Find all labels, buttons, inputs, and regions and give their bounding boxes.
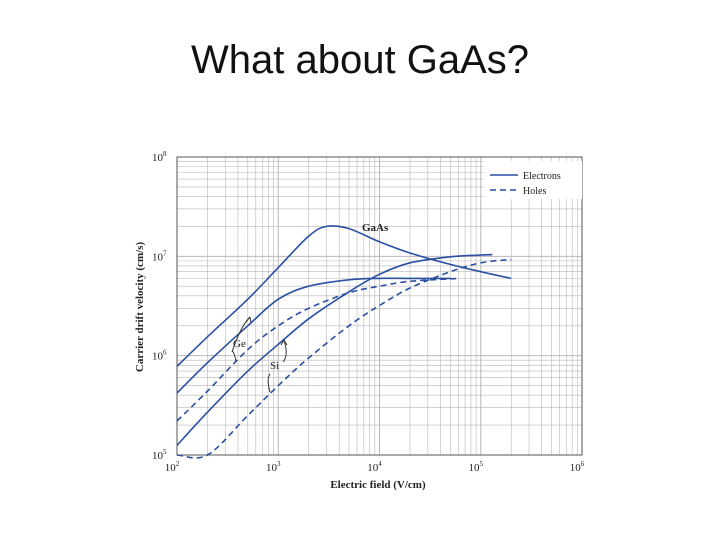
x-tick-label: 105 [469, 460, 484, 474]
axis-ticks: 102 103 104 105 106 105 106 107 108 [152, 150, 585, 474]
series-ge-holes [176, 277, 459, 422]
si-bracket-arrow [267, 339, 287, 393]
y-axis-label: Carrier drift velocity (cm/s) [134, 242, 146, 373]
plot-frame [176, 156, 583, 456]
y-tick-label: 106 [152, 349, 167, 363]
y-tick-label: 105 [152, 448, 167, 462]
annotation-si: Si [270, 360, 279, 372]
series-ge-electrons [176, 277, 451, 394]
y-tick-label: 107 [152, 249, 167, 263]
ge-arrow-head-top [245, 316, 252, 324]
series-si-electrons [176, 253, 493, 446]
grid-lines [177, 157, 582, 455]
annotations-group: GaAs Ge Si [231, 222, 389, 393]
si-arrow-head-top [280, 339, 288, 346]
slide-title: What about GaAs? [191, 38, 529, 82]
legend-label-holes: Holes [523, 186, 546, 197]
legend-box [484, 161, 582, 199]
x-tick-label: 106 [570, 460, 585, 474]
legend-label-electrons: Electrons [523, 171, 561, 182]
chart-legend: Electrons Holes [484, 161, 582, 199]
annotation-gaas: GaAs [362, 222, 389, 234]
series-group [176, 225, 512, 459]
y-tick-label: 108 [152, 150, 167, 164]
x-axis-label: Electric field (V/cm) [330, 479, 426, 491]
series-si-holes [176, 258, 512, 459]
x-tick-label: 104 [367, 460, 382, 474]
series-gaas-electrons [176, 225, 512, 367]
x-tick-label: 103 [266, 460, 281, 474]
x-tick-label: 102 [165, 460, 180, 474]
